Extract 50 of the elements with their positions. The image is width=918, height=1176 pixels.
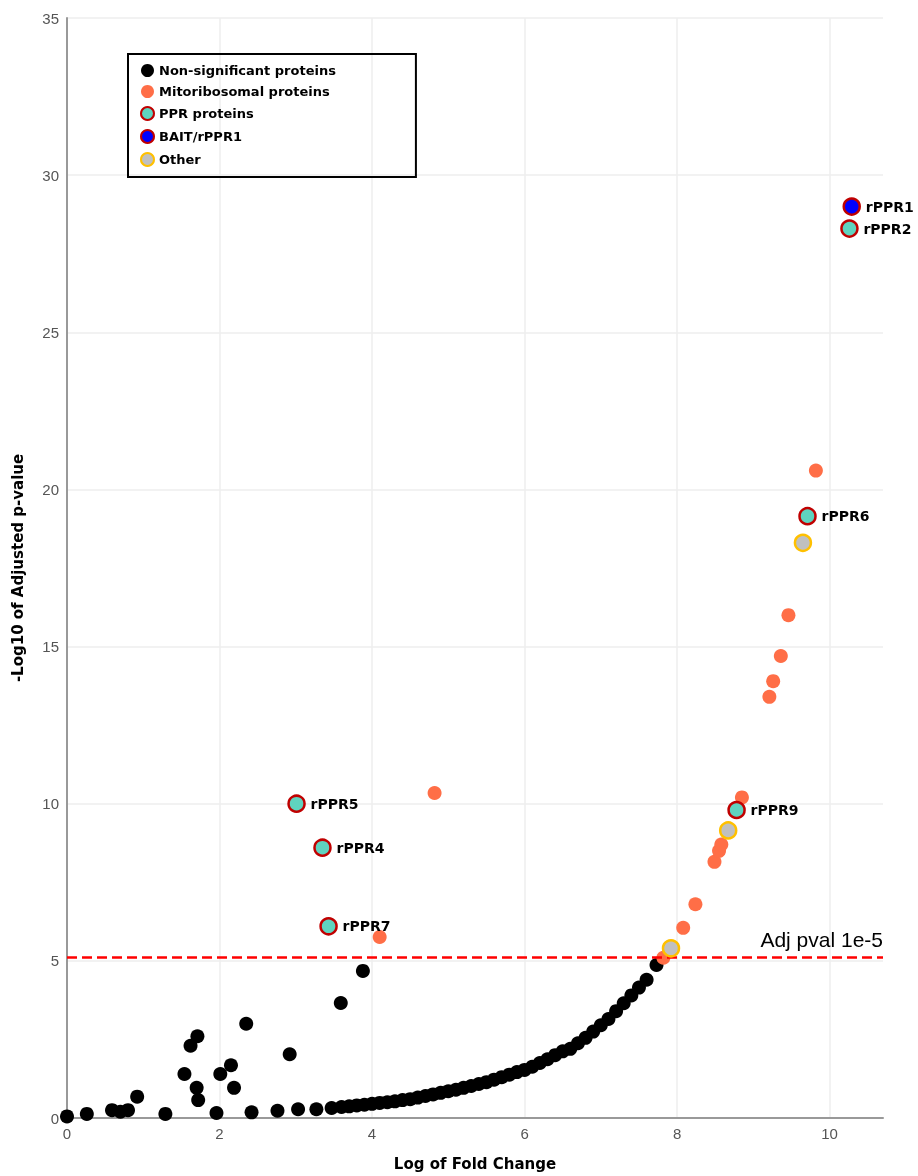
annotation: rPPR5	[310, 795, 359, 812]
legend-label: Non-significant proteins	[159, 63, 337, 78]
legend-label: PPR proteins	[159, 106, 254, 121]
point	[842, 197, 861, 216]
y-tick-label: 15	[42, 638, 59, 656]
x-tick-label: 4	[367, 1125, 377, 1142]
point	[287, 794, 306, 813]
y-tick-label: 30	[42, 166, 59, 184]
point	[313, 838, 332, 857]
point	[661, 939, 681, 958]
y-tick-label: 10	[42, 795, 59, 813]
point	[766, 674, 781, 689]
x-axis-title: Log of Fold Change	[393, 1154, 557, 1173]
legend-label: BAIT/rPPR1	[159, 129, 242, 144]
point	[714, 837, 729, 852]
legend-label: Mitoribosomal proteins	[159, 84, 330, 99]
point	[707, 854, 722, 869]
annotation: rPPR2	[863, 220, 912, 237]
y-axis-title: -Log10 of Adjusted p-value	[8, 453, 27, 683]
point	[781, 608, 796, 623]
x-tick-label: 8	[672, 1125, 682, 1142]
point	[773, 649, 788, 663]
point	[793, 533, 813, 553]
y-tick-label: 5	[50, 952, 59, 970]
point	[734, 790, 749, 805]
y-tick-label: 0	[50, 1109, 59, 1127]
x-tick-label: 2	[215, 1125, 224, 1142]
point	[840, 219, 859, 238]
point	[427, 786, 442, 801]
annotation: rPPR1	[865, 198, 914, 215]
point	[808, 463, 823, 478]
annotation: rPPR7	[342, 918, 391, 935]
x-tick-label: 0	[62, 1125, 72, 1142]
legend-label: Other	[159, 152, 202, 167]
point	[798, 506, 817, 526]
y-tick-label: 20	[42, 480, 59, 498]
x-tick-label: 10	[821, 1125, 838, 1142]
x-tick-label: 6	[520, 1125, 529, 1142]
point	[718, 821, 738, 840]
annotation: rPPR6	[821, 508, 870, 525]
point	[762, 689, 777, 704]
point	[676, 920, 691, 935]
point	[319, 917, 338, 936]
point	[727, 800, 746, 820]
ref-line-label: Adj pval 1e-5	[760, 927, 883, 951]
annotation: rPPR4	[336, 839, 385, 856]
y-tick-label: 25	[42, 323, 59, 341]
y-tick-label: 35	[42, 9, 59, 27]
annotation: rPPR9	[750, 802, 799, 818]
point	[688, 897, 703, 912]
